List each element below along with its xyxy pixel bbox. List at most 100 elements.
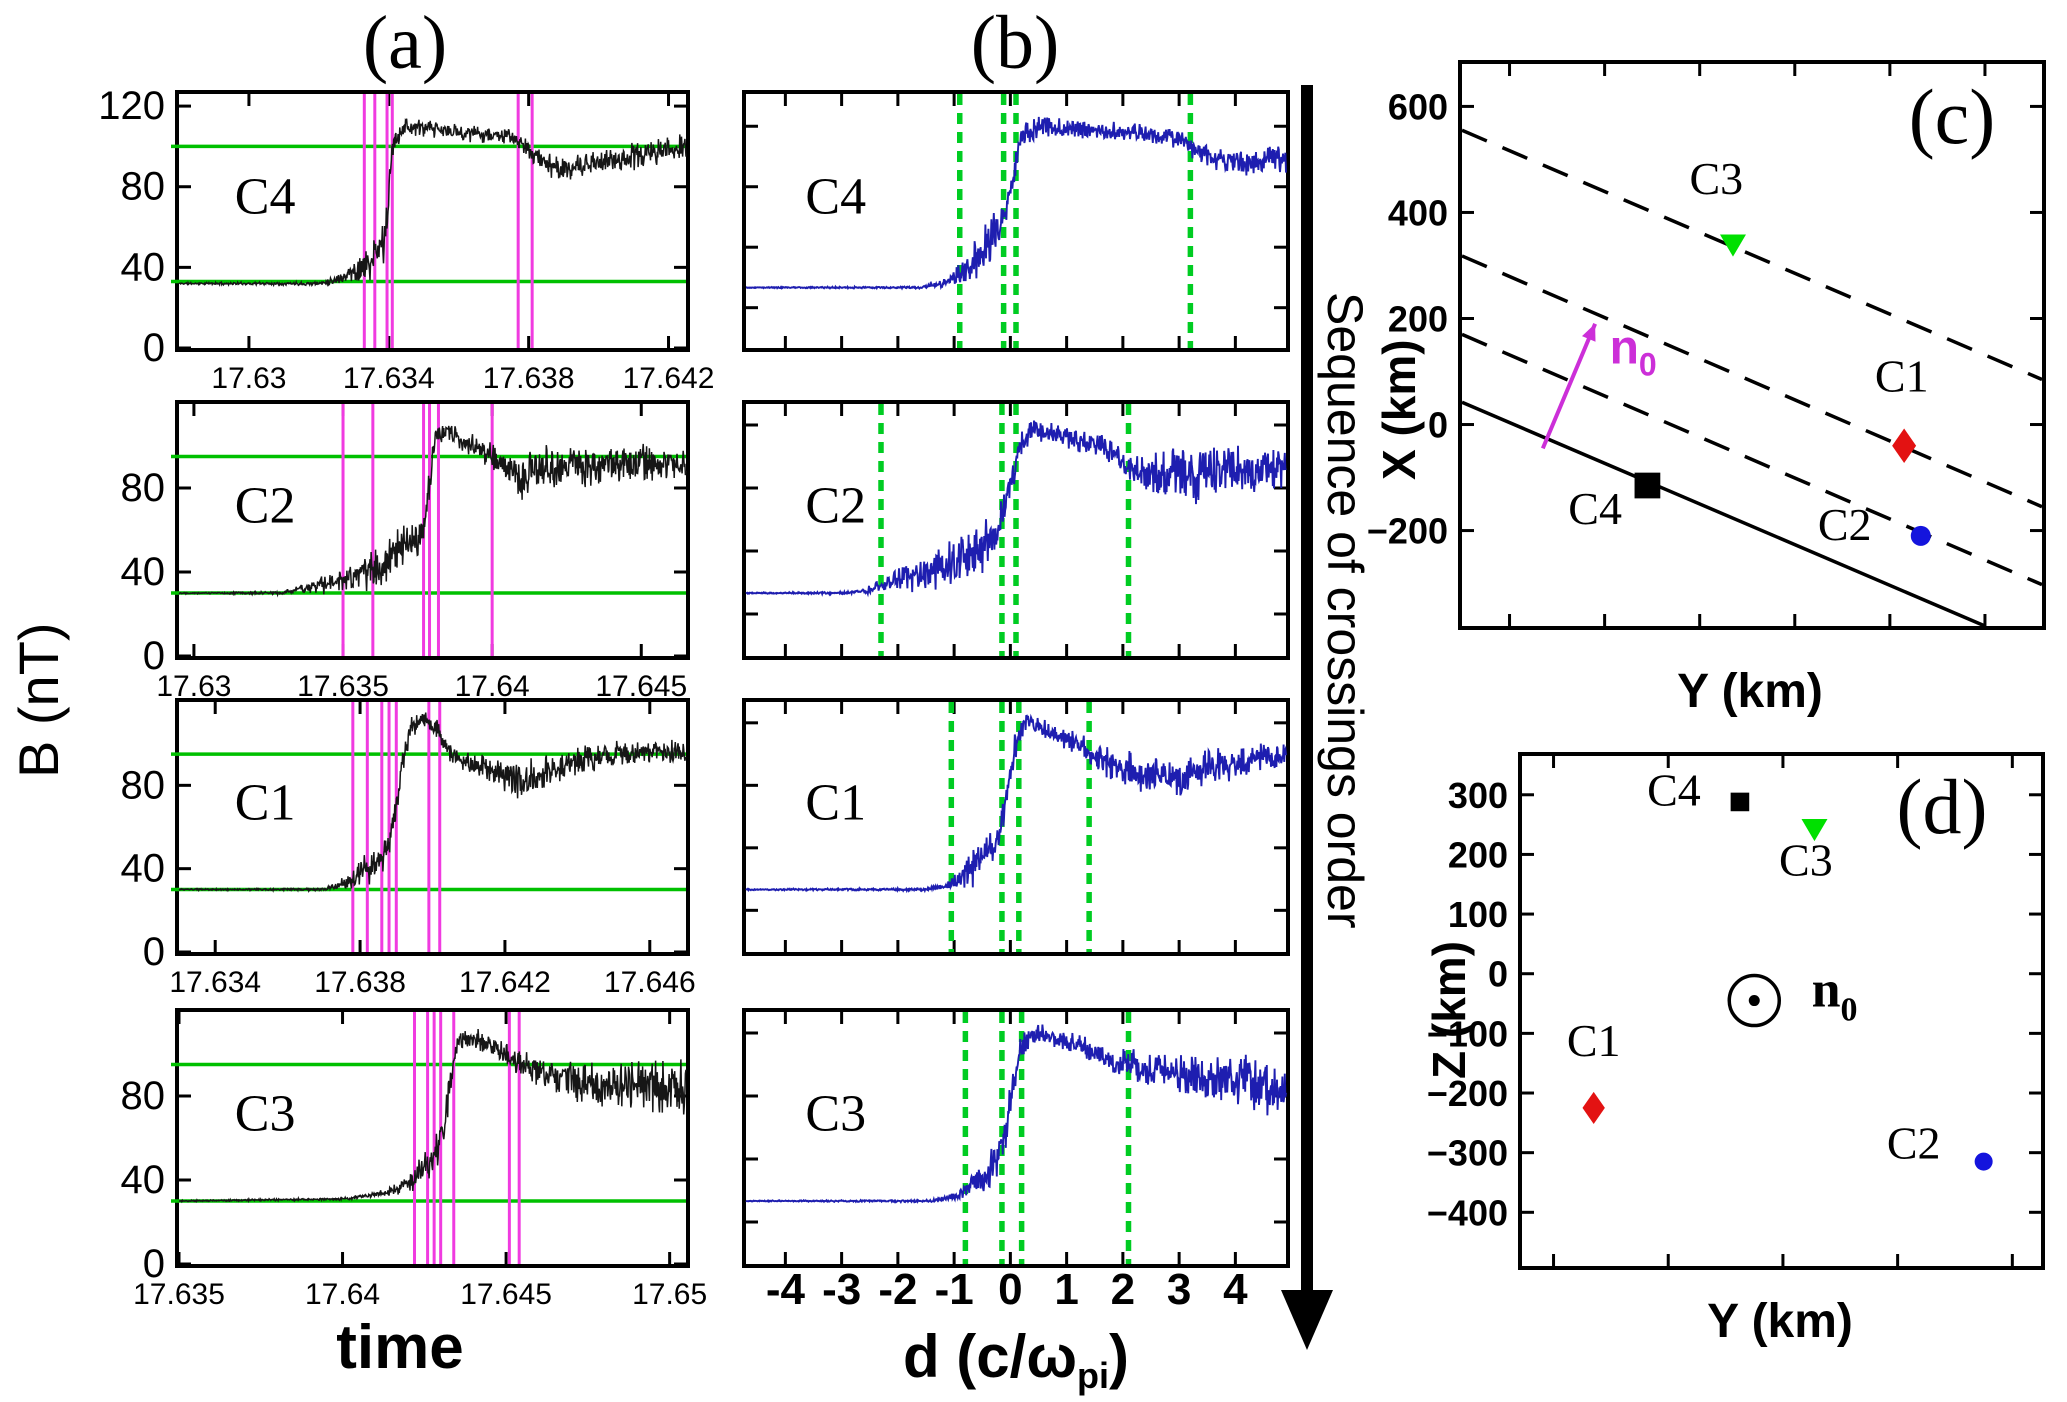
marker-label-c1: C1 — [1567, 1015, 1621, 1066]
column-b-title: (b) — [970, 1, 1060, 85]
y-tick-label: 80 — [121, 1074, 166, 1118]
y-tick-label: 100 — [1448, 894, 1508, 935]
x-tick-label: 17.634 — [169, 966, 261, 999]
d-xlabel-letter: Y — [1707, 1295, 1739, 1348]
x-tick-label: 0 — [998, 1265, 1022, 1314]
y-tick-label: −100 — [1427, 1013, 1508, 1054]
n0-arrow-head — [1582, 323, 1596, 342]
y-tick-label: 400 — [1388, 192, 1448, 233]
n0-dot — [1748, 995, 1760, 1007]
y-tick-label: 120 — [98, 84, 165, 128]
y-tick-label: 200 — [1388, 298, 1448, 339]
plot-canvas-b_c1: C1 — [745, 702, 1287, 952]
panel-c-xy-positions: 600 400 200 0 −200 n0 C3 C1 C2 C4 — [1367, 60, 2046, 630]
y-tick-label: 40 — [121, 550, 166, 594]
plot-canvas-c: 600 400 200 0 −200 n0 C3 C1 C2 C4 — [1367, 64, 2043, 628]
panel-d-xlabel: Y (km) — [1630, 1294, 1930, 1349]
plot-canvas-a_c4: 17.63 17.634 17.638 17.642 0 40 80 120 C4 — [98, 84, 714, 395]
d-ylabel-letter: Z — [1423, 1050, 1475, 1080]
y-tick-label: 80 — [121, 763, 166, 807]
y-tick-label: −300 — [1427, 1133, 1508, 1174]
panel-d-zy-positions: 300 200 100 0 −100 −200 −300 −400 n0 C4 C3 C1 C2 — [1427, 752, 2045, 1270]
b-field-trace — [178, 425, 687, 598]
x-tick-label: 17.64 — [305, 1278, 380, 1311]
spacecraft-label: C2 — [805, 477, 866, 534]
panel-c-xlabel: Y (km) — [1600, 664, 1900, 719]
spacecraft-label: C2 — [235, 477, 296, 534]
x-tick-label: 17.634 — [343, 362, 435, 395]
marker-label-c4: C4 — [1568, 483, 1622, 534]
x-tick-label: 17.65 — [632, 1278, 707, 1311]
marker-label-c2: C2 — [1887, 1118, 1941, 1169]
plot-canvas-a_c2: 17.63 17.635 17.64 17.645 0 40 80 C2 — [121, 404, 687, 703]
y-tick-label: −400 — [1427, 1192, 1508, 1233]
n0-label: n0 — [1610, 322, 1657, 383]
d-xlabel-unit: (km) — [1738, 1295, 1853, 1348]
x-tick-label: -1 — [935, 1265, 974, 1314]
x-tick-label: -4 — [766, 1265, 806, 1314]
sequence-arrow-shaft — [1301, 85, 1313, 1293]
pi-subscript: pi — [1077, 1354, 1110, 1396]
c-xlabel-letter: Y — [1677, 665, 1709, 718]
plot-canvas-a_c3: 17.635 17.64 17.645 17.65 0 40 80 C3 — [121, 1012, 707, 1311]
x-tick-label: 17.645 — [460, 1278, 552, 1311]
y-tick-label: 0 — [143, 326, 165, 370]
x-tick-label: 17.635 — [297, 670, 389, 703]
spacecraft-label: C1 — [235, 775, 296, 832]
x-tick-label: 17.646 — [604, 966, 696, 999]
plot-canvas-b_c4: C4 — [745, 94, 1287, 348]
x-axis-label-time: time — [336, 1313, 464, 1382]
marker-c4 — [1634, 472, 1661, 499]
spacecraft-label: C1 — [805, 775, 866, 832]
marker-c4 — [1730, 792, 1750, 812]
spacecraft-label: C3 — [805, 1085, 866, 1142]
shock-front-line — [1461, 128, 2043, 382]
panel-d-title: (d) — [1896, 763, 1988, 850]
y-tick-label: −200 — [1367, 511, 1448, 552]
spacecraft-label: C4 — [235, 168, 296, 225]
x-tick-label: 17.638 — [483, 362, 575, 395]
panel-b-c1: C1 — [742, 698, 1290, 956]
shock-front-line — [1461, 400, 1986, 628]
x-tick-label: 17.64 — [455, 670, 530, 703]
d-label-prefix: d (c/ — [902, 1323, 1027, 1390]
omega-symbol: ω — [1026, 1323, 1078, 1390]
y-tick-label: 40 — [121, 245, 166, 289]
panel-a-c4: 17.63 17.634 17.638 17.642 0 40 80 120 C4 — [98, 84, 714, 395]
marker-label-c1: C1 — [1875, 351, 1929, 402]
column-a-title: (a) — [362, 1, 448, 85]
plot-canvas-d: 300 200 100 0 −100 −200 −300 −400 n0 C4 C3 C1 C2 — [1427, 756, 2041, 1266]
y-tick-label: 0 — [143, 930, 165, 974]
plot-canvas-a_c1: 17.634 17.638 17.642 17.646 0 40 80 C1 — [121, 702, 696, 999]
b-field-trace — [745, 420, 1287, 598]
d-ylabel-unit: (km) — [1423, 941, 1475, 1051]
panel-b-c2: C2 — [742, 400, 1290, 660]
marker-label-c4: C4 — [1647, 765, 1701, 816]
b-field-trace — [178, 1028, 687, 1204]
marker-label-c3: C3 — [1779, 834, 1833, 885]
n0-out-of-plane-icon — [1727, 973, 1782, 1028]
plot-canvas-b_c3: -4 -3 -2 -1 0 1 2 3 4 C3 — [745, 1012, 1287, 1314]
sequence-arrow-head — [1281, 1290, 1333, 1350]
spacecraft-label: C3 — [235, 1085, 296, 1142]
c-ylabel-letter: X — [1373, 449, 1425, 481]
x-tick-label: 17.635 — [133, 1278, 225, 1311]
plot-canvas-b_c2: C2 — [745, 404, 1287, 656]
x-tick-label: -3 — [822, 1265, 861, 1314]
y-tick-label: 80 — [121, 466, 166, 510]
y-axis-label-b-nt: B (nT) — [7, 622, 70, 778]
marker-c3 — [1801, 819, 1828, 842]
marker-c2 — [1974, 1152, 1993, 1171]
y-tick-label: 600 — [1388, 86, 1448, 127]
panel-a-c1: 17.634 17.638 17.642 17.646 0 40 80 C1 — [121, 698, 696, 999]
y-tick-label: 80 — [121, 165, 166, 209]
marker-c3 — [1719, 234, 1746, 257]
panel-a-c2: 17.63 17.635 17.64 17.645 0 40 80 C2 — [121, 400, 690, 703]
panel-c-title: (c) — [1908, 73, 1996, 160]
y-tick-label: 0 — [1488, 954, 1508, 995]
d-label-suffix: ) — [1109, 1323, 1129, 1390]
x-tick-label: 17.638 — [314, 966, 406, 999]
marker-c2 — [1910, 525, 1931, 546]
panel-c-ylabel: X (km) — [1372, 300, 1426, 520]
x-tick-label: 17.63 — [156, 670, 231, 703]
